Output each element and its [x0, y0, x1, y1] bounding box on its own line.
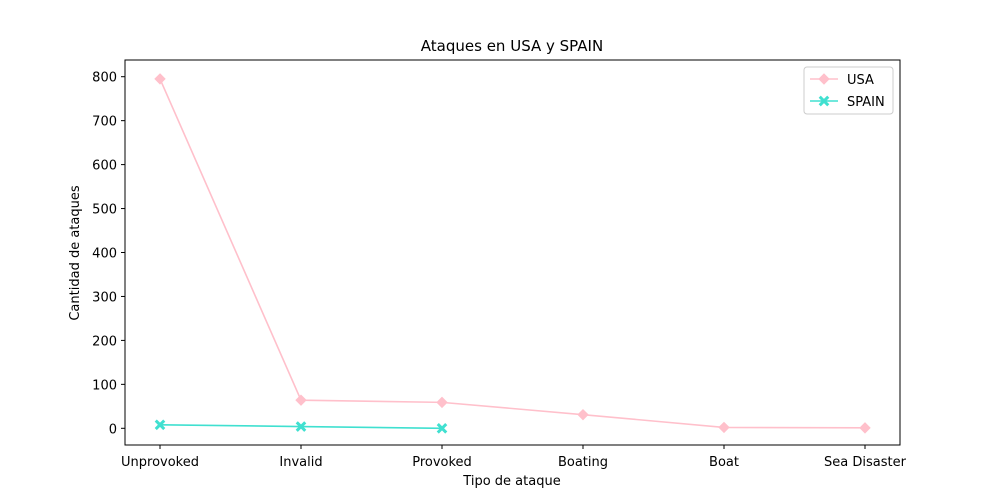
- legend-marker-spain: [818, 95, 830, 107]
- x-tick-label: Provoked: [412, 455, 472, 470]
- y-tick-label: 0: [109, 422, 117, 437]
- data-point-spain: [295, 421, 307, 432]
- data-point-usa: [154, 73, 166, 85]
- x-axis-label: Tipo de ataque: [462, 474, 560, 489]
- y-tick-label: 600: [92, 159, 117, 174]
- x-tick-label: Boat: [709, 455, 739, 470]
- y-tick-label: 500: [92, 203, 117, 218]
- x-tick-label: Sea Disaster: [824, 455, 907, 470]
- legend: USA SPAIN: [803, 66, 894, 115]
- y-tick-label: 400: [92, 247, 117, 262]
- y-tick-label: 100: [92, 378, 117, 393]
- y-axis-label: Cantidad de ataques: [68, 185, 83, 320]
- y-tick-label: 200: [92, 334, 117, 349]
- data-point-usa: [436, 396, 448, 409]
- legend-label-usa: USA: [847, 73, 874, 88]
- x-tick-label: Unprovoked: [121, 455, 199, 470]
- chart-title: Ataques en USA y SPAIN: [421, 37, 603, 55]
- plot-area: [154, 73, 871, 434]
- axis-ticks: Unprovoked Invalid Provoked Boating Boat Sea …: [92, 71, 906, 470]
- data-point-usa: [859, 422, 871, 434]
- y-tick-label: 300: [92, 290, 117, 305]
- legend-marker-usa: [818, 73, 830, 85]
- x-tick-label: Invalid: [279, 455, 322, 470]
- y-tick-label: 800: [92, 71, 117, 86]
- axes-frame: [124, 59, 901, 446]
- data-point-usa: [295, 394, 307, 406]
- series-line-usa: [159, 78, 866, 429]
- data-point-spain: [436, 422, 448, 434]
- x-tick-label: Boating: [558, 455, 608, 470]
- legend-label-spain: SPAIN: [847, 95, 885, 110]
- y-tick-label: 700: [92, 115, 117, 130]
- data-point-usa: [718, 421, 730, 434]
- data-point-spain: [154, 419, 166, 431]
- data-point-usa: [577, 408, 589, 421]
